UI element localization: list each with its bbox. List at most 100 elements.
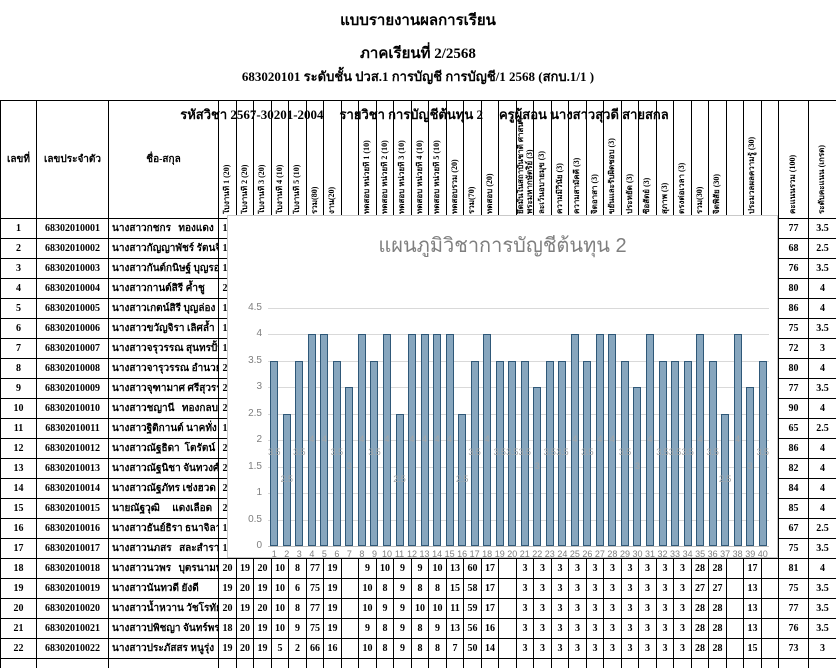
bar-student-30 [633,387,642,546]
score-cell: 3 [533,558,552,579]
score-cell: 3 [638,618,657,639]
column-header-rotated: รวม(80) [306,100,324,219]
score-cell: 20 [218,598,237,619]
bar-data-label: 4 [484,434,490,444]
total-score-cell: 76 [778,618,809,639]
student-name-cell: นางสาวนวพร บุตรนามทอง [108,558,219,579]
score-cell: 3 [656,638,674,659]
score-cell: 9 [393,598,412,619]
x-axis-tick-label: 22 [532,549,543,559]
score-cell: 3 [551,558,569,579]
score-cell: 19 [323,578,342,599]
student-name-cell: นางสาวนันทวดี ยังดี [108,578,219,599]
empty-cell [271,658,289,668]
score-cell: 7 [446,638,464,659]
column-header-rotated: คะแนนรวม (100) [778,100,809,219]
bar-student-3 [295,360,304,546]
empty-cell [533,658,552,668]
score-cell [726,578,744,599]
student-id-cell: 68302010002 [36,238,109,259]
score-cell: 50 [463,638,482,659]
bar-student-23 [545,360,554,546]
score-cell: 8 [428,638,447,659]
bar-data-label: 2.5 [280,473,294,484]
empty-cell [656,658,674,668]
score-cell: 3 [603,558,622,579]
column-header-rotated: ทดสอบ หน่วยที่ 4 (10) [411,100,429,219]
score-cell: 16 [481,618,499,639]
partial-row [0,658,836,668]
score-cell: 3 [673,638,692,659]
score-cell: 3 [516,618,534,639]
empty-cell [393,658,412,668]
y-axis-tick-label: 0.5 [248,513,262,525]
student-id-cell: 68302010014 [36,478,109,499]
bar-data-label: 4 [384,434,390,444]
column-spacer [341,100,359,219]
score-cell: 10 [271,598,289,619]
total-score-cell: 86 [778,298,809,319]
empty-cell [743,658,762,668]
row-number-cell: 4 [0,278,37,299]
x-axis-tick-label: 38 [732,549,743,559]
total-score-cell: 65 [778,418,809,439]
score-cell: 9 [393,558,412,579]
score-cell: 9 [358,618,377,639]
bar-student-10 [382,334,391,546]
bar-student-7 [345,387,354,546]
score-cell: 17 [481,578,499,599]
student-id-cell: 68302010021 [36,618,109,639]
x-axis-tick-label: 27 [594,549,605,559]
bar-data-label: 3.5 [556,447,569,458]
score-cell: 3 [603,638,622,659]
grade-cell: 4 [808,478,836,499]
score-cell [726,638,744,659]
row-number-cell: 20 [0,598,37,619]
bar-student-13 [420,334,429,546]
grade-cell: 2.5 [808,518,836,539]
empty-cell [586,658,604,668]
score-cell: 27 [691,578,709,599]
student-name-cell: นางสาวกันต์กนิษฐ์ บุญรอด [108,258,219,279]
total-score-cell: 68 [778,238,809,259]
bar-student-31 [646,334,654,546]
bar-data-label: 3.5 [493,447,506,458]
student-name-cell: นางสาวณัฐนิชา จันทวงศ์ [108,458,219,479]
x-axis-tick-label: 17 [469,549,480,559]
x-axis-tick-label: 26 [582,549,593,559]
total-score-cell: 73 [778,638,809,659]
empty-cell [761,658,779,668]
total-score-cell: 90 [778,398,809,419]
student-id-cell: 68302010018 [36,558,109,579]
score-cell: 28 [691,598,709,619]
score-cell [498,558,517,579]
score-cell: 10 [358,598,377,619]
total-score-cell: 77 [778,598,809,619]
grade-cell: 2.5 [808,238,836,259]
score-cell: 75 [306,618,324,639]
empty-cell [621,658,639,668]
score-cell: 16 [323,638,342,659]
bar-student-38 [733,334,742,546]
student-name-cell: นางสาวธันย์ธิรา ธนาจิลาวัณย์ [108,518,219,539]
score-cell: 19 [253,638,272,659]
empty-cell [306,658,324,668]
score-cell: 19 [218,578,237,599]
total-score-cell: 85 [778,498,809,519]
column-header-rotated: ใบงานที่ 2 (20) [236,100,254,219]
score-cell: 3 [533,618,552,639]
bar-student-21 [520,360,529,546]
score-cell: 56 [463,618,482,639]
student-id-cell: 68302010010 [36,398,109,419]
score-cell: 13 [446,558,464,579]
bar-data-label: 3 [534,460,540,471]
y-axis-tick-label: 2.5 [248,407,262,419]
bar-data-label: 3.5 [267,447,281,458]
bar-data-label: 3 [634,460,640,471]
student-id-cell: 68302010022 [36,638,109,659]
empty-cell [673,658,692,668]
student-name-cell: นางสาวกานต์สิรี ค้ำชู [108,278,219,299]
student-id-cell: 68302010016 [36,518,109,539]
student-id-cell: 68302010005 [36,298,109,319]
student-id-cell: 68302010017 [36,538,109,559]
